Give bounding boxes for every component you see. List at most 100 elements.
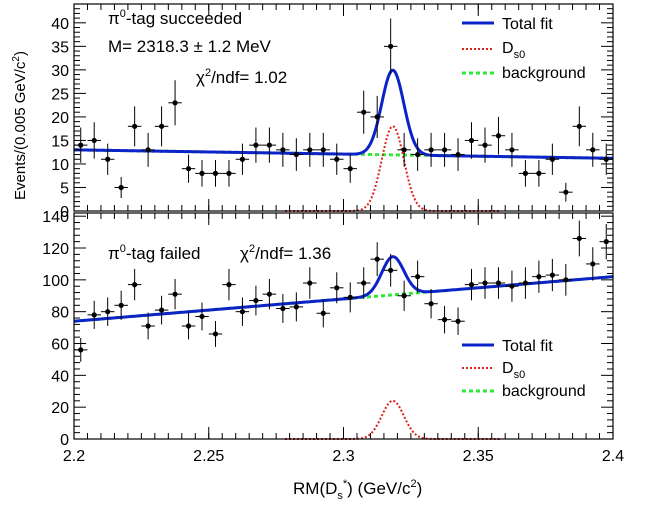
data-marker xyxy=(441,147,448,153)
data-marker xyxy=(266,142,272,148)
data-marker xyxy=(347,294,353,300)
data-marker xyxy=(158,307,165,313)
data-point xyxy=(586,132,600,167)
data-point xyxy=(370,95,384,138)
data-marker xyxy=(334,285,340,291)
data-marker xyxy=(105,309,111,315)
data-marker xyxy=(455,151,461,158)
panel-top-succeeded: 0 5 10 15 20 25 30 35 40 xyxy=(51,3,614,221)
data-marker xyxy=(536,274,542,280)
data-marker xyxy=(495,133,502,139)
data-point xyxy=(154,295,169,325)
data-point xyxy=(599,143,613,175)
data-marker xyxy=(280,147,286,153)
data-point xyxy=(316,299,331,328)
data-marker xyxy=(280,305,286,312)
data-marker xyxy=(549,272,555,278)
data-point xyxy=(208,321,223,347)
data-point xyxy=(518,267,533,299)
data-marker xyxy=(603,156,609,162)
top-mass-annotation: M= 2318.3 ± 1.2 MeV xyxy=(108,37,272,56)
data-marker xyxy=(199,170,205,176)
bottom-chi2-annotation: χ2/ndf= 1.36 xyxy=(240,243,331,263)
data-point xyxy=(222,268,236,301)
y-tick-label: 80 xyxy=(51,305,69,322)
data-marker xyxy=(549,156,555,162)
data-marker xyxy=(212,331,219,337)
data-marker xyxy=(78,347,84,353)
data-marker xyxy=(239,309,246,315)
data-point xyxy=(249,127,263,163)
data-point xyxy=(383,18,398,75)
data-point xyxy=(572,220,587,257)
data-point xyxy=(303,132,317,167)
data-marker xyxy=(145,323,151,329)
y-tick-label: 120 xyxy=(42,241,69,258)
data-marker xyxy=(185,323,192,329)
data-point xyxy=(397,280,411,311)
data-point xyxy=(572,106,587,147)
legend-signal-label: Ds0 xyxy=(502,40,525,61)
data-point xyxy=(276,294,290,323)
data-point xyxy=(491,116,506,155)
data-point xyxy=(181,312,196,340)
x-tick-label: 2.4 xyxy=(602,448,624,465)
data-point xyxy=(154,106,169,147)
data-marker xyxy=(522,280,529,286)
data-point xyxy=(114,290,128,320)
y-tick-label: 30 xyxy=(51,63,69,80)
data-point xyxy=(532,260,546,293)
data-marker xyxy=(522,170,529,176)
data-point xyxy=(437,132,452,167)
data-point xyxy=(464,268,479,301)
data-marker xyxy=(536,170,542,176)
top-title: π0-tag succeeded xyxy=(108,8,242,28)
y-tick-label: 5 xyxy=(60,180,69,197)
data-point xyxy=(518,160,533,187)
data-marker xyxy=(428,301,434,307)
data-marker xyxy=(563,189,569,195)
data-point xyxy=(505,270,519,302)
data-marker xyxy=(320,310,326,316)
data-point xyxy=(235,297,250,326)
data-marker xyxy=(590,261,596,267)
data-marker xyxy=(361,280,367,286)
data-point xyxy=(249,285,263,316)
data-marker xyxy=(78,142,84,148)
data-point xyxy=(114,176,128,198)
data-marker xyxy=(320,147,326,153)
data-point xyxy=(343,154,357,183)
signal-curve xyxy=(285,399,501,440)
data-marker xyxy=(91,137,97,144)
data-point xyxy=(424,132,438,167)
data-point xyxy=(127,268,142,301)
data-marker xyxy=(603,239,609,245)
y-tick-label: 60 xyxy=(51,337,69,354)
data-point xyxy=(100,297,115,326)
data-point xyxy=(397,132,411,167)
bottom-legend: Total fit Ds0 background xyxy=(462,338,586,400)
data-point xyxy=(316,132,331,167)
legend-background-label: background xyxy=(502,383,586,400)
data-marker xyxy=(226,170,232,176)
data-point xyxy=(289,138,304,171)
data-marker xyxy=(307,147,313,153)
data-marker xyxy=(266,291,272,297)
data-point xyxy=(168,278,182,310)
data-marker xyxy=(185,166,192,172)
data-marker xyxy=(590,147,596,153)
data-point xyxy=(532,160,546,187)
data-point xyxy=(127,106,142,147)
y-tick-label: 140 xyxy=(42,209,69,226)
data-marker xyxy=(455,318,461,324)
data-marker xyxy=(293,304,299,310)
data-point xyxy=(330,143,344,175)
data-marker xyxy=(105,156,111,162)
panel-bottom-failed: 0 20 40 60 80 100 120 140 2.2 2.25 2.3 2.35 2.4 xyxy=(42,209,624,465)
data-marker xyxy=(347,166,353,172)
data-marker xyxy=(334,156,340,162)
data-marker xyxy=(576,123,582,129)
data-point xyxy=(87,122,101,159)
y-tick-label: 35 xyxy=(51,39,69,56)
